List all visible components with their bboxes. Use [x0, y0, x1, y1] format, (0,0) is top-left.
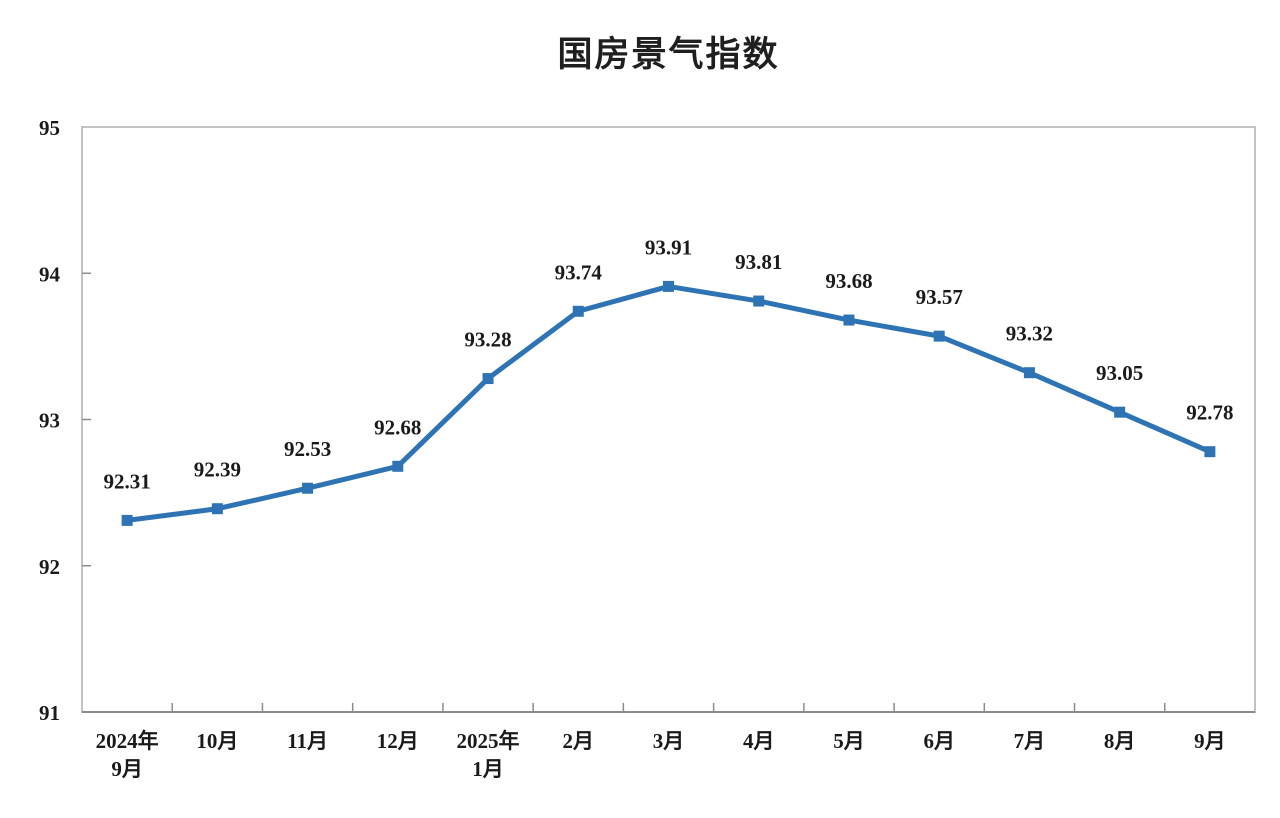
- chart-title: 国房景气指数: [557, 35, 780, 74]
- y-axis-tick-label: 91: [39, 701, 60, 725]
- data-label: 93.05: [1096, 361, 1143, 385]
- y-axis-tick-label: 94: [39, 262, 61, 286]
- data-label: 92.53: [284, 437, 331, 461]
- data-point-marker: [392, 460, 404, 472]
- x-axis-label: 2024年 9月: [96, 729, 159, 781]
- x-axis-label: 5月: [833, 729, 865, 753]
- data-point-marker: [933, 330, 945, 342]
- data-label: 92.31: [103, 469, 150, 493]
- data-label: 93.91: [645, 235, 692, 259]
- data-point-marker: [663, 280, 674, 292]
- x-axis-label: 3月: [653, 729, 685, 753]
- data-label: 92.78: [1186, 401, 1233, 425]
- x-axis-label: 2月: [563, 729, 595, 753]
- data-point-marker: [843, 314, 855, 326]
- x-axis-label: 4月: [743, 729, 775, 753]
- data-point-marker: [211, 503, 223, 515]
- data-label: 93.68: [825, 269, 872, 293]
- x-axis-label: 11月: [287, 729, 328, 753]
- data-point-marker: [1023, 367, 1035, 379]
- data-point-marker: [302, 482, 314, 494]
- data-label: 93.32: [1006, 322, 1053, 346]
- x-axis-label: 12月: [377, 729, 419, 753]
- data-label: 92.39: [194, 458, 241, 482]
- x-axis-label: 8月: [1104, 729, 1136, 753]
- data-point-marker: [1204, 446, 1216, 458]
- y-axis-tick-label: 93: [39, 409, 60, 433]
- data-point-marker: [482, 373, 494, 385]
- x-axis-label: 2025年 1月: [457, 729, 520, 781]
- x-axis-label: 6月: [923, 729, 955, 753]
- x-axis-label: 7月: [1014, 729, 1046, 753]
- data-label: 93.28: [464, 328, 511, 352]
- y-axis-tick-label: 95: [39, 116, 60, 140]
- plot-border: [81, 126, 1256, 713]
- data-point-marker: [753, 295, 765, 307]
- data-point-marker: [121, 514, 133, 526]
- x-axis-label: 9月: [1194, 729, 1226, 753]
- data-label: 93.74: [555, 260, 603, 284]
- data-label: 93.57: [916, 285, 963, 309]
- data-label: 93.81: [735, 250, 782, 274]
- data-point-marker: [572, 305, 584, 317]
- y-axis-tick-label: 92: [39, 555, 60, 579]
- x-axis-label: 10月: [196, 729, 238, 753]
- data-label: 92.68: [374, 415, 421, 439]
- data-point-marker: [1114, 406, 1126, 418]
